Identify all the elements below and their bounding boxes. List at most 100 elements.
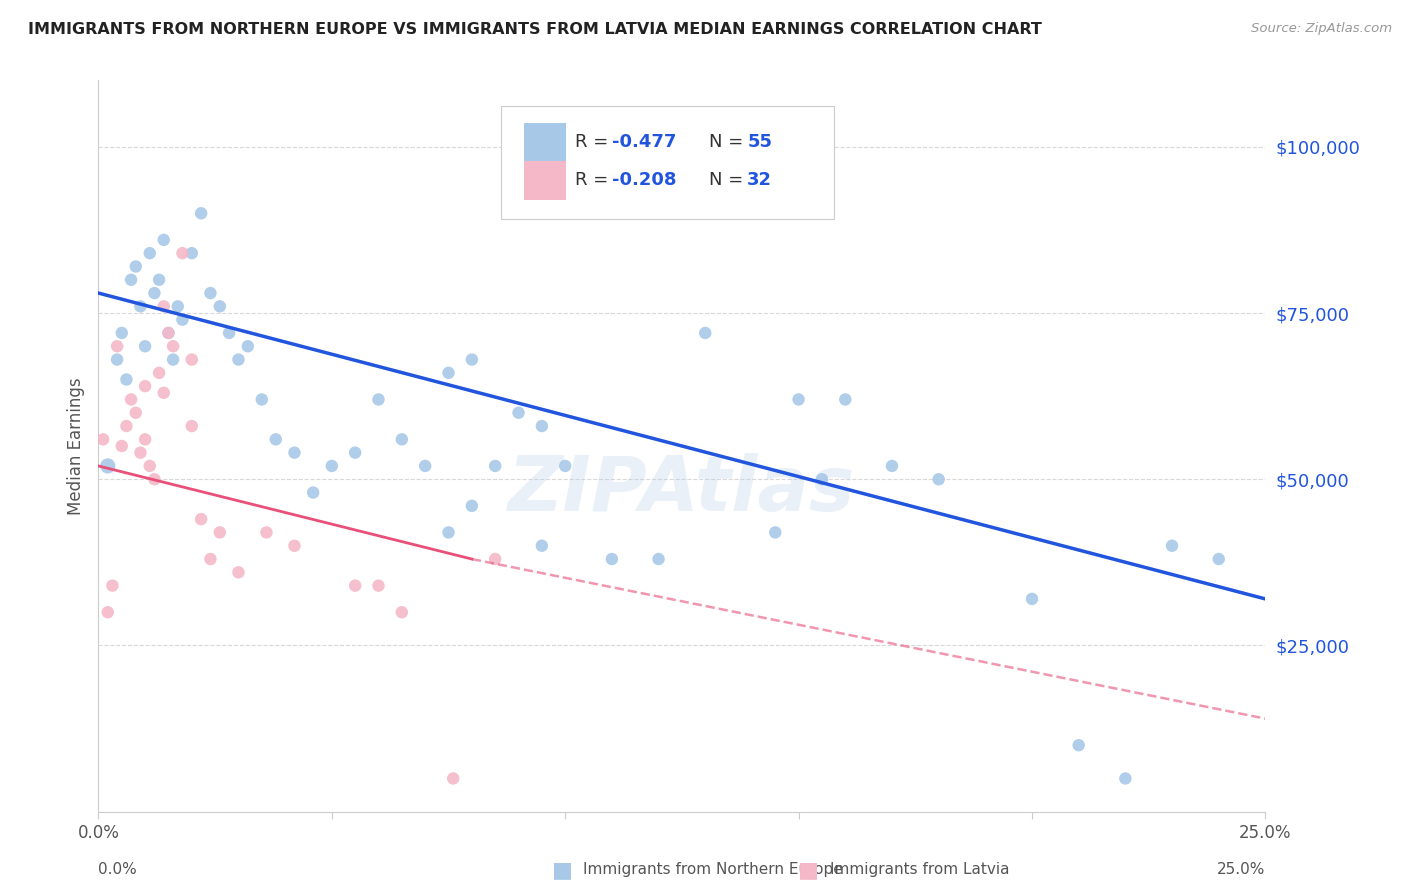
Point: [157, 326, 180, 340]
Point: [256, 525, 278, 540]
Point: [218, 326, 240, 340]
Point: [647, 552, 669, 566]
Point: [391, 433, 413, 447]
Point: [1161, 539, 1184, 553]
Point: [1114, 772, 1136, 786]
Text: Immigrants from Northern Europe: Immigrants from Northern Europe: [583, 863, 844, 877]
Point: [139, 458, 162, 473]
Point: [321, 458, 343, 473]
Point: [484, 552, 506, 566]
Point: [105, 352, 128, 367]
Text: -0.477: -0.477: [612, 134, 676, 152]
Text: ■: ■: [799, 860, 818, 880]
Point: [129, 445, 152, 459]
Text: -0.208: -0.208: [612, 171, 676, 189]
Point: [367, 579, 389, 593]
Text: 25.0%: 25.0%: [1218, 863, 1265, 877]
Point: [695, 326, 717, 340]
Point: [180, 352, 202, 367]
Point: [554, 458, 576, 473]
Point: [530, 419, 553, 434]
Point: [264, 433, 287, 447]
Point: [115, 372, 138, 386]
Point: [148, 273, 170, 287]
Point: [283, 539, 305, 553]
Text: Source: ZipAtlas.com: Source: ZipAtlas.com: [1251, 22, 1392, 36]
Point: [97, 605, 120, 619]
Point: [228, 566, 250, 580]
Text: 0.0%: 0.0%: [98, 863, 138, 877]
Point: [208, 299, 231, 313]
Point: [441, 772, 464, 786]
Point: [157, 326, 180, 340]
Y-axis label: Median Earnings: Median Earnings: [66, 377, 84, 515]
Point: [600, 552, 623, 566]
Point: [152, 385, 174, 400]
Point: [172, 312, 194, 326]
Point: [200, 286, 222, 301]
Point: [143, 472, 166, 486]
Point: [166, 299, 188, 313]
Point: [208, 525, 231, 540]
Point: [143, 286, 166, 301]
Point: [228, 352, 250, 367]
Text: ZIPAtlas: ZIPAtlas: [508, 453, 856, 527]
Point: [111, 326, 134, 340]
FancyBboxPatch shape: [524, 123, 567, 161]
Point: [763, 525, 786, 540]
Point: [484, 458, 506, 473]
Point: [787, 392, 810, 407]
Point: [125, 260, 148, 274]
Point: [508, 406, 530, 420]
Point: [461, 499, 484, 513]
Point: [811, 472, 834, 486]
Point: [139, 246, 162, 260]
Text: R =: R =: [575, 134, 613, 152]
Point: [437, 366, 460, 380]
Point: [180, 246, 202, 260]
Point: [391, 605, 413, 619]
Point: [190, 206, 212, 220]
Point: [236, 339, 259, 353]
Point: [200, 552, 222, 566]
Text: ■: ■: [553, 860, 572, 880]
FancyBboxPatch shape: [501, 106, 834, 219]
Point: [101, 579, 124, 593]
Text: N =: N =: [709, 171, 749, 189]
Point: [120, 392, 142, 407]
Point: [367, 392, 389, 407]
Point: [172, 246, 194, 260]
Text: 32: 32: [747, 171, 772, 189]
Point: [105, 339, 128, 353]
Point: [129, 299, 152, 313]
Point: [1208, 552, 1230, 566]
Point: [115, 419, 138, 434]
Point: [880, 458, 903, 473]
Point: [162, 339, 184, 353]
Point: [125, 406, 148, 420]
Point: [180, 419, 202, 434]
Point: [413, 458, 436, 473]
Point: [461, 352, 484, 367]
Point: [162, 352, 184, 367]
Point: [1021, 591, 1043, 606]
Point: [250, 392, 273, 407]
Point: [834, 392, 856, 407]
Text: IMMIGRANTS FROM NORTHERN EUROPE VS IMMIGRANTS FROM LATVIA MEDIAN EARNINGS CORREL: IMMIGRANTS FROM NORTHERN EUROPE VS IMMIG…: [28, 22, 1042, 37]
FancyBboxPatch shape: [524, 161, 567, 200]
Point: [134, 379, 156, 393]
Point: [120, 273, 142, 287]
Point: [928, 472, 950, 486]
Text: Immigrants from Latvia: Immigrants from Latvia: [830, 863, 1010, 877]
Point: [91, 433, 114, 447]
Point: [344, 579, 367, 593]
Text: N =: N =: [709, 134, 749, 152]
Point: [152, 233, 174, 247]
Point: [152, 299, 174, 313]
Text: 55: 55: [747, 134, 772, 152]
Point: [530, 539, 553, 553]
Point: [190, 512, 212, 526]
Point: [111, 439, 134, 453]
Text: R =: R =: [575, 171, 613, 189]
Point: [283, 445, 305, 459]
